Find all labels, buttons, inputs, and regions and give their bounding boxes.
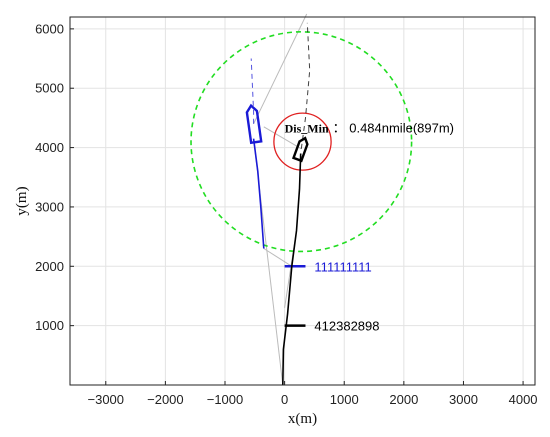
x-tick-label: −2000: [147, 392, 184, 407]
ship-track: [252, 138, 265, 249]
x-tick-label: 2000: [389, 392, 418, 407]
min-distance-label: Dis_Min: [285, 122, 329, 136]
x-axis-label: x(m): [288, 411, 317, 427]
y-tick-label: 1000: [35, 318, 64, 333]
ship-hull: [291, 136, 309, 163]
y-tick-label: 2000: [35, 259, 64, 274]
predicted-track: [250, 58, 255, 124]
grid-layer: [70, 17, 535, 385]
ship-hull: [245, 103, 263, 145]
x-tick-label: −1000: [207, 392, 244, 407]
ship-track: [282, 153, 302, 386]
y-tick-label: 6000: [35, 21, 64, 36]
x-tick-label: −3000: [88, 392, 125, 407]
ship-id-label: 412382898: [314, 319, 379, 334]
y-tick-label: 5000: [35, 81, 64, 96]
x-tick-label: 0: [281, 392, 288, 407]
auxiliary-line: [263, 126, 302, 150]
annotation-layer: Dis_Min ： 0.484nmile(897m): [285, 121, 454, 136]
x-tick-label: 3000: [449, 392, 478, 407]
auxiliary-line: [253, 13, 308, 125]
predicted-track: [300, 22, 311, 149]
min-distance-circle: [273, 112, 332, 171]
x-tick-label: 4000: [509, 392, 538, 407]
y-tick-label: 3000: [35, 199, 64, 214]
axes-box: [69, 16, 536, 386]
data-layer: 111111111 412382898: [190, 13, 413, 386]
ship-id-label: 111111111: [314, 259, 371, 274]
auxiliary-line: [263, 248, 293, 267]
x-tick-label: 1000: [330, 392, 359, 407]
min-distance-value: ： 0.484nmile(897m): [333, 121, 454, 136]
ticks-layer: −3000 −2000 −1000 0 1000 2000 3000 4000 1000 2000…: [35, 21, 537, 407]
y-axis-label: y(m): [14, 186, 30, 215]
safety-domain-circle: [190, 31, 413, 253]
y-tick-label: 4000: [35, 140, 64, 155]
